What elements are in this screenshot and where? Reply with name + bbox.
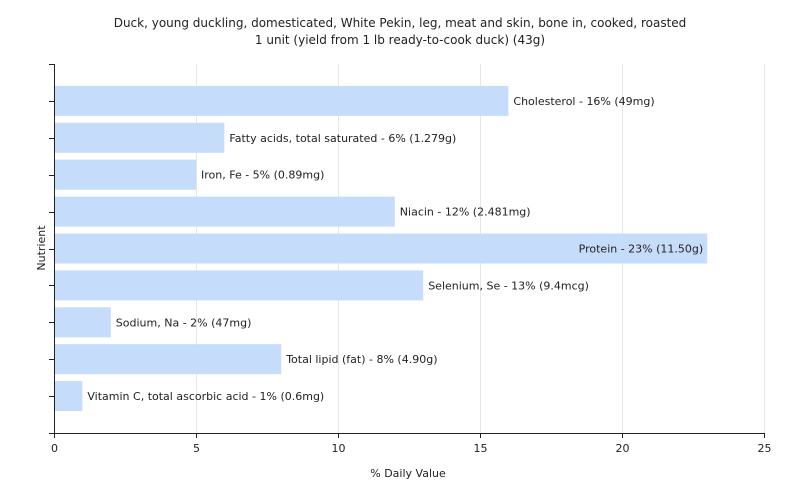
x-tick-label-0: 0 [51, 442, 58, 455]
bar-label-8: Vitamin C, total ascorbic acid - 1% (0.6… [87, 390, 324, 403]
bars: Cholesterol - 16% (49mg) Fatty acids, tot… [55, 85, 708, 412]
axes: 0 5 10 15 20 25 [49, 64, 772, 455]
bar-label-5: Selenium, Se - 13% (9.4mcg) [428, 279, 589, 292]
x-tick-label-2: 10 [332, 442, 346, 455]
bar-2 [55, 159, 196, 190]
x-tick-label-1: 5 [193, 442, 200, 455]
bar-3 [55, 196, 395, 227]
bar-label-0: Cholesterol - 16% (49mg) [513, 95, 654, 108]
y-axis-label: Nutrient [35, 225, 48, 271]
bar-label-1: Fatty acids, total saturated - 6% (1.279… [229, 132, 456, 145]
bar-8 [55, 381, 83, 412]
chart-title: Duck, young duckling, domesticated, Whit… [114, 16, 687, 30]
bar-6 [55, 307, 111, 338]
bar-0 [55, 85, 509, 116]
x-tick-label-4: 20 [616, 442, 630, 455]
x-axis-label: % Daily Value [370, 467, 446, 480]
bar-label-7: Total lipid (fat) - 8% (4.90g) [285, 353, 437, 366]
bar-label-3: Niacin - 12% (2.481mg) [400, 206, 531, 219]
chart-subtitle: 1 unit (yield from 1 lb ready-to-cook du… [255, 33, 545, 47]
bar-5 [55, 270, 424, 301]
bar-label-6: Sodium, Na - 2% (47mg) [116, 316, 252, 329]
x-tick-label-5: 25 [758, 442, 772, 455]
x-tick-label-3: 15 [474, 442, 488, 455]
bar-1 [55, 122, 225, 153]
bar-label-2: Iron, Fe - 5% (0.89mg) [201, 169, 324, 182]
bar-4 [55, 233, 708, 264]
bar-7 [55, 344, 282, 375]
bar-label-4: Protein - 23% (11.50g) [579, 243, 704, 256]
